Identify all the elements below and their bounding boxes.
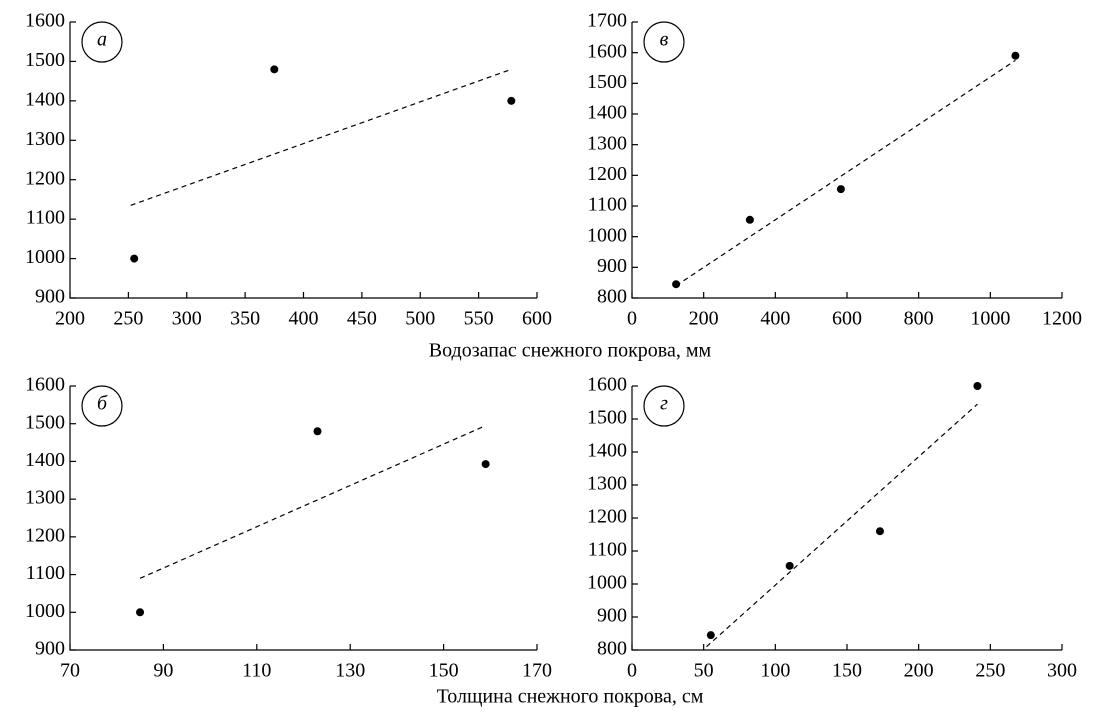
- y-tick-label: 1500: [25, 411, 65, 433]
- x-tick-label: 130: [335, 660, 365, 682]
- panel-label: б: [97, 393, 108, 415]
- x-axis-label: Толщина снежного покрова, см: [437, 686, 704, 708]
- x-tick-label: 800: [904, 308, 934, 330]
- x-tick-label: 300: [1047, 660, 1077, 682]
- y-tick-label: 1600: [25, 374, 65, 396]
- trend-line: [706, 403, 978, 648]
- y-tick-label: 1700: [587, 10, 627, 32]
- x-axis-label: Водозапас снежного покрова, мм: [429, 340, 712, 362]
- x-tick-label: 0: [627, 660, 637, 682]
- x-tick-label: 600: [832, 308, 862, 330]
- axes: [631, 22, 1062, 299]
- data-point: [875, 527, 884, 536]
- y-tick-label: 1100: [26, 562, 65, 584]
- x-tick-label: 200: [55, 308, 85, 330]
- panel-label-circle: [643, 385, 685, 427]
- y-tick-label: 1500: [587, 407, 627, 429]
- axes: [631, 386, 1062, 651]
- y-tick-label: 1200: [25, 524, 65, 546]
- x-tick-label: 500: [405, 308, 435, 330]
- panel-label: а: [97, 29, 107, 51]
- panel-label-circle: [81, 21, 123, 63]
- y-tick-label: 800: [597, 638, 627, 660]
- x-tick-label: 250: [113, 308, 143, 330]
- y-tick-label: 900: [35, 286, 65, 308]
- x-tick-label: 50: [694, 660, 714, 682]
- data-point: [270, 65, 279, 74]
- data-point: [136, 608, 145, 617]
- trend-line: [139, 425, 486, 579]
- y-tick-label: 1400: [587, 102, 627, 124]
- y-tick-label: 900: [35, 638, 65, 660]
- x-tick-label: 200: [689, 308, 719, 330]
- y-tick-label: 900: [597, 255, 627, 277]
- x-tick-label: 100: [760, 660, 790, 682]
- data-point: [836, 185, 845, 194]
- x-tick-label: 400: [760, 308, 790, 330]
- y-tick-label: 1300: [25, 487, 65, 509]
- y-tick-label: 1400: [25, 449, 65, 471]
- x-tick-label: 450: [347, 308, 377, 330]
- x-tick-label: 0: [627, 308, 637, 330]
- x-tick-label: 200: [904, 660, 934, 682]
- x-tick-label: 350: [230, 308, 260, 330]
- x-tick-label: 300: [172, 308, 202, 330]
- data-point: [672, 280, 681, 289]
- y-tick-label: 1100: [588, 194, 627, 216]
- y-tick-label: 1200: [25, 167, 65, 189]
- y-tick-label: 1100: [26, 207, 65, 229]
- y-tick-label: 1300: [587, 473, 627, 495]
- y-tick-label: 1400: [25, 88, 65, 110]
- x-tick-label: 550: [464, 308, 494, 330]
- data-point: [785, 561, 794, 570]
- data-point: [973, 382, 982, 390]
- y-tick-label: 1200: [587, 506, 627, 528]
- data-point: [130, 254, 139, 263]
- y-tick-label: 1200: [587, 163, 627, 185]
- data-point: [481, 460, 490, 469]
- data-point: [507, 96, 516, 105]
- x-tick-label: 600: [522, 308, 552, 330]
- y-tick-label: 1300: [25, 128, 65, 150]
- panel-label-circle: [643, 21, 685, 63]
- panel-label: в: [660, 29, 669, 51]
- data-point: [313, 427, 322, 436]
- y-tick-label: 1500: [587, 71, 627, 93]
- x-tick-label: 150: [429, 660, 459, 682]
- trend-line: [130, 68, 512, 206]
- y-tick-label: 1000: [587, 572, 627, 594]
- y-tick-label: 1100: [588, 539, 627, 561]
- y-tick-label: 1500: [25, 49, 65, 71]
- data-point: [706, 631, 715, 640]
- y-tick-label: 1000: [587, 224, 627, 246]
- x-tick-label: 150: [832, 660, 862, 682]
- y-tick-label: 1000: [25, 600, 65, 622]
- y-tick-label: 1600: [587, 40, 627, 62]
- data-point: [745, 215, 754, 224]
- y-tick-label: 900: [597, 605, 627, 627]
- x-tick-label: 250: [975, 660, 1005, 682]
- y-tick-label: 1000: [25, 246, 65, 268]
- x-tick-label: 170: [522, 660, 552, 682]
- y-tick-label: 1400: [587, 440, 627, 462]
- y-tick-label: 1600: [25, 10, 65, 32]
- x-tick-label: 110: [242, 660, 271, 682]
- y-tick-label: 800: [597, 286, 627, 308]
- panel-label: г: [660, 393, 668, 415]
- x-tick-label: 1000: [970, 308, 1010, 330]
- x-tick-label: 70: [60, 660, 80, 682]
- x-tick-label: 90: [153, 660, 173, 682]
- panel-label-circle: [81, 385, 123, 427]
- trend-line: [675, 59, 1016, 287]
- y-tick-label: 1600: [587, 374, 627, 396]
- data-point: [1011, 51, 1020, 60]
- x-tick-label: 1200: [1042, 308, 1082, 330]
- x-tick-label: 400: [289, 308, 319, 330]
- axes: [69, 22, 537, 299]
- y-tick-label: 1300: [587, 132, 627, 154]
